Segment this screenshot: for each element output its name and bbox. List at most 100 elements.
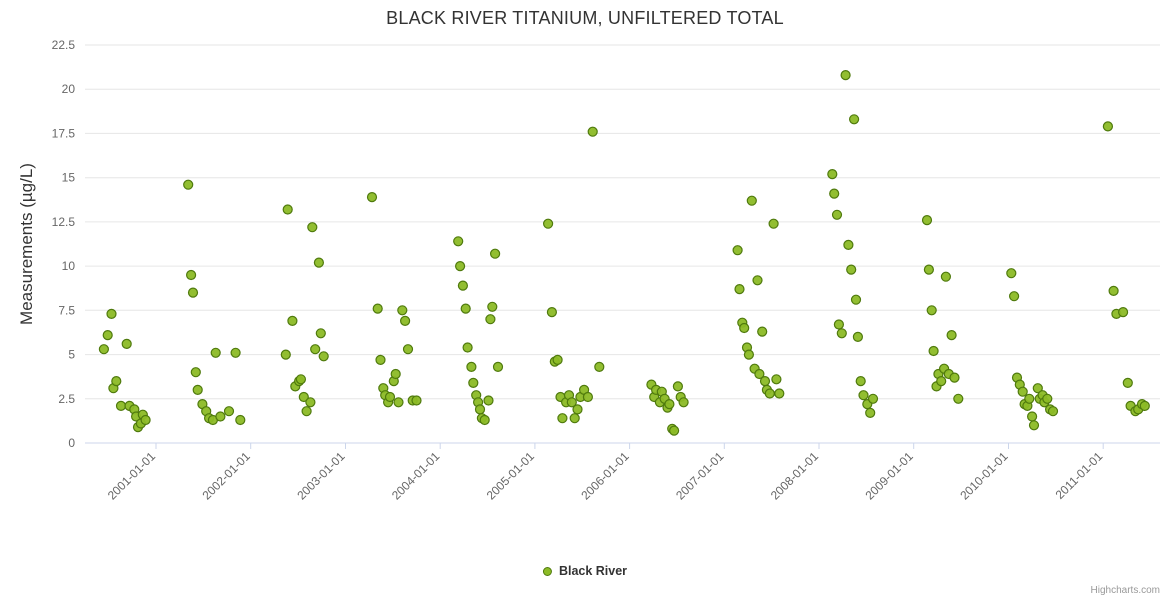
- data-point[interactable]: [833, 319, 845, 330]
- data-point[interactable]: [313, 257, 324, 268]
- data-point[interactable]: [372, 303, 383, 314]
- data-point[interactable]: [479, 414, 490, 426]
- data-point[interactable]: [400, 315, 411, 326]
- data-point[interactable]: [582, 391, 594, 403]
- data-point[interactable]: [307, 222, 318, 233]
- data-point[interactable]: [668, 425, 680, 436]
- data-point[interactable]: [743, 349, 755, 360]
- data-point[interactable]: [384, 391, 396, 403]
- data-point[interactable]: [140, 414, 151, 426]
- data-point[interactable]: [301, 406, 312, 417]
- data-point[interactable]: [305, 397, 316, 408]
- data-point[interactable]: [546, 307, 558, 318]
- data-point[interactable]: [848, 114, 860, 125]
- data-point[interactable]: [298, 391, 309, 403]
- data-point[interactable]: [754, 368, 765, 380]
- data-point[interactable]: [771, 374, 782, 385]
- data-point[interactable]: [759, 376, 771, 387]
- data-point[interactable]: [230, 347, 241, 358]
- data-point[interactable]: [315, 328, 326, 339]
- data-point[interactable]: [752, 275, 763, 286]
- data-point[interactable]: [936, 376, 947, 387]
- data-point[interactable]: [282, 204, 293, 215]
- data-point[interactable]: [235, 414, 246, 426]
- data-point[interactable]: [210, 347, 221, 358]
- data-point[interactable]: [850, 294, 862, 305]
- data-point[interactable]: [572, 404, 583, 415]
- data-point[interactable]: [594, 361, 605, 372]
- data-point[interactable]: [393, 397, 404, 408]
- data-point[interactable]: [390, 368, 401, 380]
- data-point[interactable]: [587, 126, 598, 137]
- data-point[interactable]: [460, 303, 471, 314]
- data-point[interactable]: [1108, 285, 1119, 296]
- data-point[interactable]: [375, 354, 386, 365]
- data-point[interactable]: [318, 351, 329, 362]
- data-point[interactable]: [223, 406, 235, 417]
- data-point[interactable]: [566, 397, 577, 408]
- data-point[interactable]: [855, 376, 866, 387]
- data-point[interactable]: [1024, 393, 1035, 404]
- data-point[interactable]: [732, 245, 743, 256]
- data-point[interactable]: [98, 344, 110, 355]
- data-point[interactable]: [928, 345, 939, 357]
- data-point[interactable]: [192, 384, 203, 395]
- data-point[interactable]: [843, 239, 854, 250]
- data-point[interactable]: [1042, 393, 1053, 404]
- data-point[interactable]: [921, 215, 933, 226]
- data-point[interactable]: [1017, 386, 1028, 397]
- data-point[interactable]: [487, 301, 498, 312]
- highcharts-credit-link[interactable]: Highcharts.com: [1090, 585, 1160, 596]
- data-point[interactable]: [734, 284, 745, 295]
- data-point[interactable]: [846, 264, 857, 275]
- data-point[interactable]: [949, 372, 960, 383]
- data-point[interactable]: [483, 395, 494, 406]
- data-point[interactable]: [569, 413, 580, 424]
- data-point[interactable]: [1122, 377, 1133, 388]
- data-point[interactable]: [940, 271, 952, 282]
- data-point[interactable]: [1028, 420, 1040, 431]
- data-point[interactable]: [852, 331, 864, 342]
- data-point[interactable]: [757, 326, 768, 337]
- data-point[interactable]: [858, 390, 869, 401]
- data-point[interactable]: [946, 330, 957, 341]
- data-point[interactable]: [923, 264, 935, 275]
- data-point[interactable]: [664, 399, 675, 410]
- data-point[interactable]: [121, 338, 132, 349]
- data-point[interactable]: [397, 305, 408, 316]
- data-point[interactable]: [774, 388, 785, 399]
- data-point[interactable]: [490, 248, 501, 259]
- data-point[interactable]: [827, 169, 838, 180]
- data-point[interactable]: [867, 393, 879, 404]
- data-point[interactable]: [462, 342, 473, 353]
- data-point[interactable]: [466, 361, 477, 372]
- data-point[interactable]: [831, 209, 843, 220]
- data-point[interactable]: [1026, 411, 1038, 422]
- data-point[interactable]: [295, 374, 306, 385]
- data-point[interactable]: [840, 69, 851, 81]
- data-point[interactable]: [455, 261, 466, 272]
- data-point[interactable]: [468, 377, 479, 388]
- data-point[interactable]: [310, 344, 321, 355]
- data-point[interactable]: [1102, 121, 1114, 132]
- data-point[interactable]: [287, 315, 298, 326]
- data-point[interactable]: [402, 344, 414, 355]
- data-point[interactable]: [768, 218, 779, 229]
- data-point[interactable]: [672, 381, 684, 392]
- data-point[interactable]: [1139, 400, 1150, 411]
- data-point[interactable]: [1006, 268, 1017, 279]
- data-point[interactable]: [457, 280, 468, 291]
- data-point[interactable]: [485, 314, 496, 325]
- data-point[interactable]: [183, 179, 194, 190]
- data-point[interactable]: [542, 218, 554, 229]
- data-point[interactable]: [411, 395, 422, 406]
- data-point[interactable]: [453, 236, 464, 247]
- data-point[interactable]: [190, 367, 201, 378]
- data-point[interactable]: [557, 413, 568, 424]
- data-point[interactable]: [836, 328, 847, 339]
- data-point[interactable]: [926, 305, 937, 316]
- data-point[interactable]: [215, 411, 226, 422]
- data-point[interactable]: [764, 388, 775, 399]
- data-point[interactable]: [187, 287, 199, 298]
- data-point[interactable]: [746, 195, 757, 206]
